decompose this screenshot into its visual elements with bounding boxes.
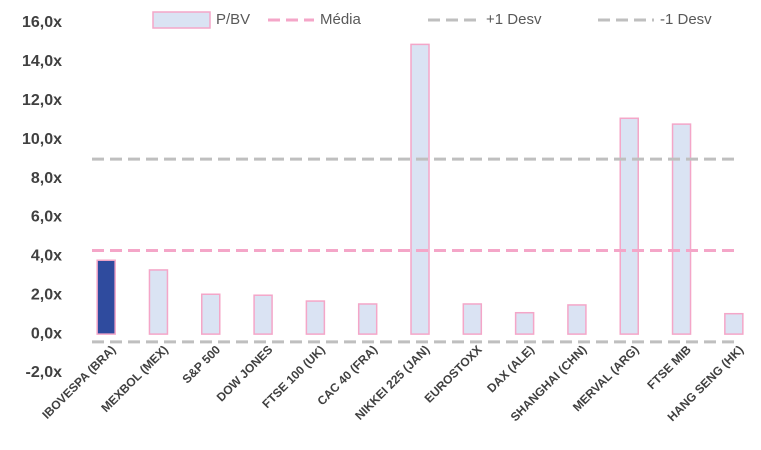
bar xyxy=(357,303,378,335)
bar xyxy=(253,294,273,335)
bar xyxy=(148,269,169,335)
bar xyxy=(671,123,692,335)
legend-label: +1 Desv xyxy=(486,11,542,28)
bar xyxy=(724,312,744,335)
x-tick-label: DAX (ALE) xyxy=(484,343,537,396)
legend-swatch xyxy=(152,11,211,29)
y-tick-label: 2,0x xyxy=(31,286,62,303)
bar xyxy=(462,303,483,335)
legend-label: Média xyxy=(320,11,362,28)
bar xyxy=(619,117,639,335)
y-tick-label: 0,0x xyxy=(31,325,62,342)
y-tick-label: 16,0x xyxy=(22,14,62,31)
bar xyxy=(410,43,430,335)
y-tick-label: 8,0x xyxy=(31,170,62,187)
bar xyxy=(201,293,221,335)
y-tick-label: 12,0x xyxy=(22,92,62,109)
y-tick-label: 14,0x xyxy=(22,53,62,70)
bar xyxy=(514,311,535,335)
y-tick-label: 4,0x xyxy=(31,248,62,265)
x-tick-label: FTSE MIB xyxy=(644,342,694,392)
y-tick-label: 6,0x xyxy=(31,209,62,226)
bar xyxy=(305,300,326,335)
legend-label: P/BV xyxy=(216,11,250,28)
x-tick-label: S&P 500 xyxy=(179,342,223,386)
legend-label: -1 Desv xyxy=(660,11,712,28)
bar xyxy=(96,259,116,335)
y-tick-label: 10,0x xyxy=(22,131,62,148)
legend: P/BV xyxy=(152,11,250,29)
y-tick-label: -2,0x xyxy=(26,364,63,381)
bar xyxy=(567,304,587,335)
